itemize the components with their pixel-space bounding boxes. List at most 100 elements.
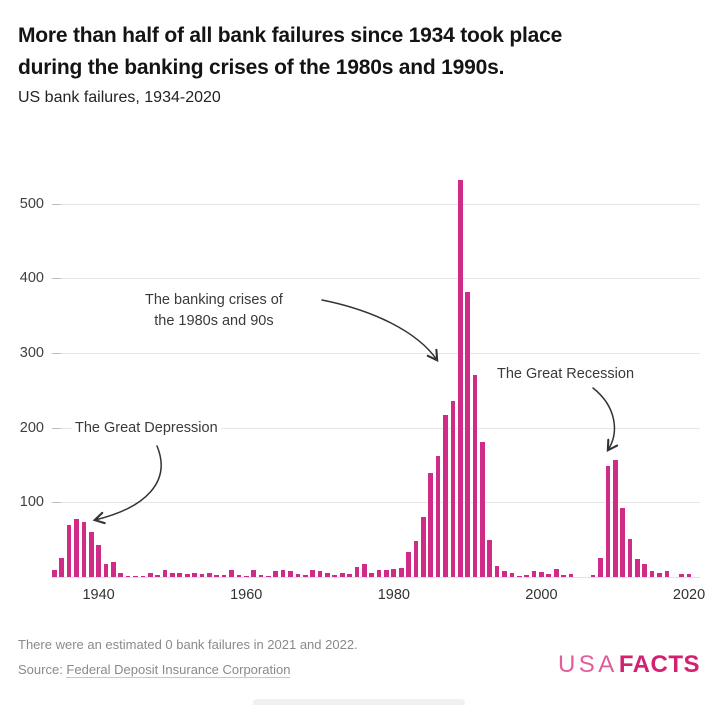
bar-1995[interactable] — [502, 571, 507, 577]
bar-1942[interactable] — [111, 562, 116, 577]
bar-1952[interactable] — [184, 574, 190, 577]
bar-2012[interactable] — [627, 538, 633, 577]
bar-1957[interactable] — [221, 574, 227, 577]
bar-1987[interactable] — [443, 414, 448, 577]
bar-1994[interactable] — [494, 565, 500, 577]
bar-1949[interactable] — [162, 570, 168, 577]
bar-1946[interactable] — [140, 575, 146, 577]
bar-2013[interactable] — [635, 559, 640, 577]
bar-2003[interactable] — [561, 574, 566, 577]
bar-2017[interactable] — [664, 571, 670, 577]
bar-1968[interactable] — [302, 574, 308, 577]
bar-2007[interactable] — [590, 574, 596, 577]
bar-1975[interactable] — [354, 566, 360, 577]
bar-2000[interactable] — [539, 571, 544, 577]
bar-1982[interactable] — [406, 551, 411, 577]
bar-1996[interactable] — [509, 572, 515, 577]
bar-1985[interactable] — [428, 473, 434, 577]
bar-1947[interactable] — [147, 572, 153, 577]
bar-1989[interactable] — [457, 180, 463, 577]
bar-1983[interactable] — [413, 541, 419, 577]
bar-1993[interactable] — [487, 539, 493, 577]
bar-1998[interactable] — [524, 574, 529, 577]
bar-2009[interactable] — [605, 466, 611, 577]
bar-1934[interactable] — [52, 570, 57, 577]
bar-1976[interactable] — [361, 564, 367, 577]
bar-1999[interactable] — [531, 571, 537, 577]
y-tick-300 — [52, 352, 61, 354]
bar-1938[interactable] — [81, 521, 87, 577]
bar-1948[interactable] — [155, 574, 160, 577]
bar-1951[interactable] — [177, 573, 183, 577]
bar-1965[interactable] — [280, 570, 286, 577]
bar-1969[interactable] — [310, 570, 315, 577]
bar-2014[interactable] — [642, 563, 648, 577]
bar-1943[interactable] — [118, 573, 124, 577]
logo-usa-text: USA — [557, 651, 618, 678]
bar-1979[interactable] — [384, 569, 389, 577]
bar-1986[interactable] — [435, 455, 441, 577]
x-tick-label-2020: 2020 — [672, 587, 706, 603]
bar-1962[interactable] — [258, 574, 264, 577]
bar-1977[interactable] — [369, 572, 375, 577]
bar-2002[interactable] — [553, 568, 559, 577]
bar-1971[interactable] — [325, 572, 330, 577]
bar-1966[interactable] — [288, 571, 293, 577]
title-line-1: More than half of all bank failures sinc… — [18, 24, 563, 47]
bar-2020[interactable] — [686, 574, 692, 577]
bar-2008[interactable] — [598, 558, 603, 577]
depression-arrow — [92, 445, 162, 525]
bar-1967[interactable] — [295, 574, 301, 577]
bar-1944[interactable] — [125, 575, 131, 577]
bar-2019[interactable] — [679, 574, 684, 577]
annotation-banking-crises: The banking crises of the 1980s and 90s — [142, 289, 286, 333]
x-axis-baseline — [52, 577, 700, 578]
usafacts-logo[interactable]: USAFACTS — [558, 651, 700, 679]
bar-1939[interactable] — [88, 532, 94, 577]
bar-2004[interactable] — [568, 574, 574, 577]
annotation-banking-crises-line2: the 1980s and 90s — [154, 313, 274, 329]
gridline-100 — [52, 502, 700, 504]
bar-1945[interactable] — [133, 576, 138, 577]
bar-1990[interactable] — [465, 291, 470, 577]
bar-1958[interactable] — [229, 570, 234, 577]
bar-1981[interactable] — [398, 568, 404, 577]
bar-1988[interactable] — [450, 401, 456, 577]
bar-1959[interactable] — [236, 574, 242, 577]
bar-1997[interactable] — [516, 576, 522, 577]
y-tick-500 — [52, 203, 61, 205]
bar-1984[interactable] — [421, 517, 426, 577]
bar-1941[interactable] — [103, 564, 109, 577]
y-tick-label-400: 400 — [19, 270, 44, 287]
page-title: More than half of all bank failures sinc… — [18, 20, 708, 84]
bar-1970[interactable] — [317, 571, 323, 577]
bar-1935[interactable] — [59, 557, 65, 577]
bar-2011[interactable] — [620, 508, 625, 577]
bar-1936[interactable] — [66, 525, 72, 577]
bar-2016[interactable] — [657, 573, 662, 577]
bar-1991[interactable] — [472, 374, 478, 577]
bar-1953[interactable] — [192, 573, 197, 577]
bar-1980[interactable] — [391, 568, 397, 577]
bar-1972[interactable] — [332, 574, 338, 577]
bar-1954[interactable] — [199, 574, 205, 577]
bar-1937[interactable] — [74, 519, 79, 577]
bar-1955[interactable] — [206, 573, 212, 577]
bar-1956[interactable] — [214, 574, 220, 577]
y-tick-200 — [52, 427, 61, 429]
bar-2010[interactable] — [612, 459, 618, 577]
bar-1940[interactable] — [96, 544, 101, 577]
bar-1973[interactable] — [339, 572, 345, 577]
bar-1964[interactable] — [273, 571, 279, 577]
source-line: Source: Federal Deposit Insurance Corpor… — [18, 662, 291, 678]
bar-1992[interactable] — [480, 441, 485, 577]
source-link[interactable]: Federal Deposit Insurance Corporation — [66, 662, 291, 678]
bar-1950[interactable] — [170, 573, 175, 577]
bar-1974[interactable] — [347, 574, 352, 577]
bar-2015[interactable] — [649, 571, 655, 577]
bar-1963[interactable] — [266, 575, 271, 577]
bar-2001[interactable] — [546, 574, 552, 577]
bar-1978[interactable] — [376, 569, 382, 577]
bar-1961[interactable] — [251, 570, 256, 577]
bar-1960[interactable] — [243, 575, 249, 577]
